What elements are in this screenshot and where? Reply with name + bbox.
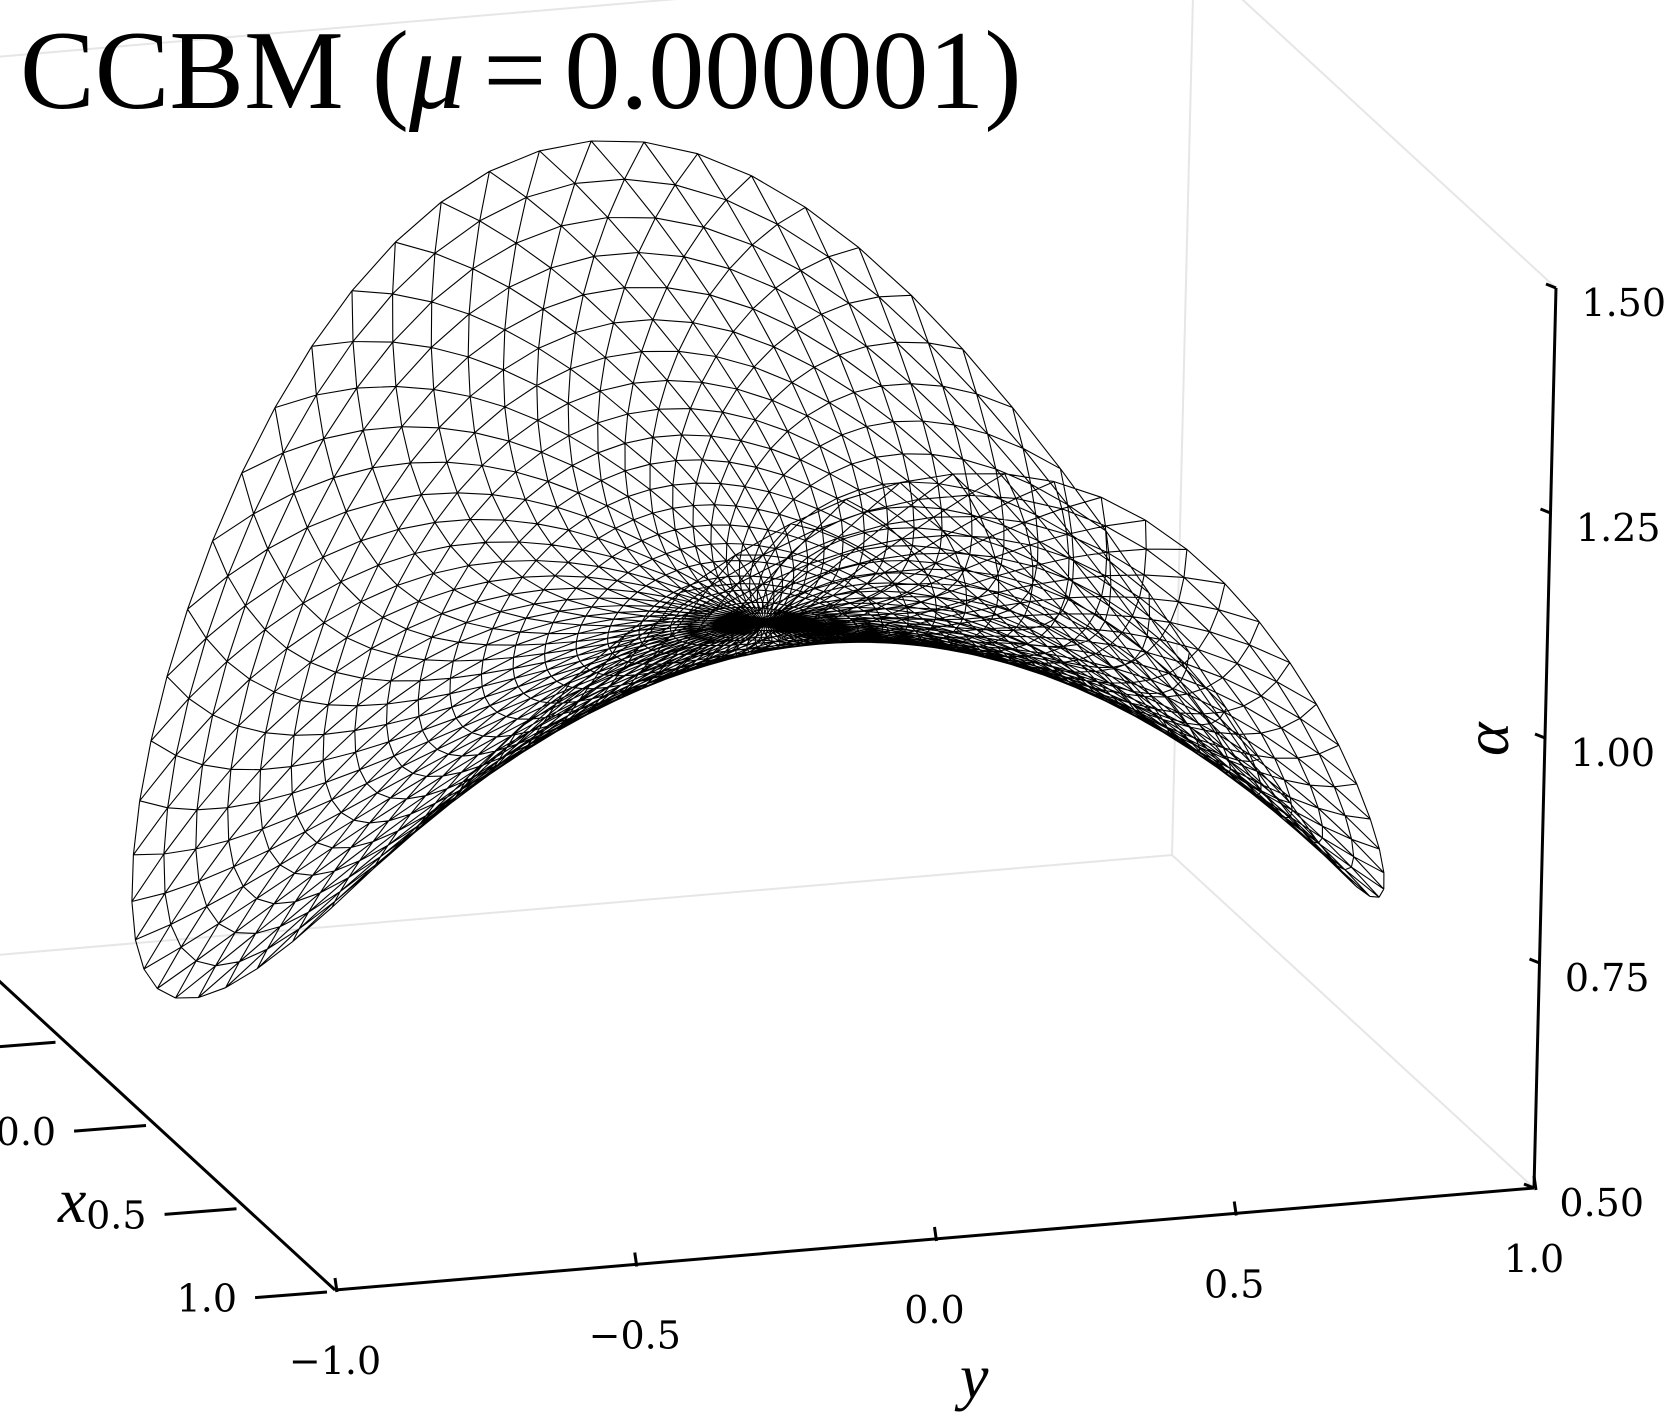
mesh-edges [131, 140, 1385, 999]
y-tick-label: 0.0 [904, 1288, 964, 1332]
y-tick-mark [333, 1277, 339, 1293]
back-pane-edge [0, 0, 1194, 856]
z-tick-label: 1.00 [1570, 731, 1655, 775]
z-tick-label: 1.25 [1576, 506, 1661, 550]
side-pane-edge [1241, 0, 1557, 289]
y-axis-line [334, 1186, 1535, 1292]
floor-pane-edge [0, 853, 1535, 1291]
z-tick-mark [1539, 507, 1552, 515]
x-tick-label: 0.5 [86, 1193, 146, 1237]
y-tick-label: 1.0 [1504, 1237, 1564, 1281]
y-tick-mark [633, 1252, 639, 1267]
x-tick-label: 0.0 [0, 1110, 56, 1154]
x-tick-label: 1.0 [177, 1277, 237, 1321]
y-tick-label: 0.5 [1204, 1263, 1264, 1307]
z-tick-label: 0.75 [1565, 956, 1650, 1000]
surface-mesh [131, 140, 1385, 999]
y-tick-label: −1.0 [289, 1339, 381, 1383]
y-tick-mark [933, 1226, 938, 1242]
z-tick-label: 1.50 [1581, 281, 1666, 325]
z-tick-label: 0.50 [1559, 1181, 1644, 1225]
y-tick-mark [1232, 1201, 1238, 1216]
y-axis-label: y [954, 1341, 989, 1412]
y-tick-label: −0.5 [589, 1314, 681, 1358]
y-tick-mark [1532, 1175, 1538, 1191]
axes [0, 282, 1558, 1300]
x-tick-mark [164, 1207, 237, 1216]
x-tick-mark [254, 1290, 328, 1300]
x-axis-label: x [57, 1165, 86, 1236]
x-axis-line [0, 979, 337, 1292]
tick-labels: −1.0−0.50.00.51.0−1.0−0.50.00.51.00.500.… [0, 281, 1666, 1383]
z-axis-label: α [1451, 721, 1522, 756]
z-tick-mark [1534, 732, 1546, 740]
x-tick-mark [73, 1124, 147, 1133]
z-tick-mark [1528, 957, 1541, 965]
z-tick-mark [1545, 282, 1557, 290]
x-tick-mark [0, 1040, 56, 1049]
z-tick-mark [1523, 1182, 1535, 1190]
chart-title: CCBM (μ = 0.000001) [20, 9, 1022, 133]
